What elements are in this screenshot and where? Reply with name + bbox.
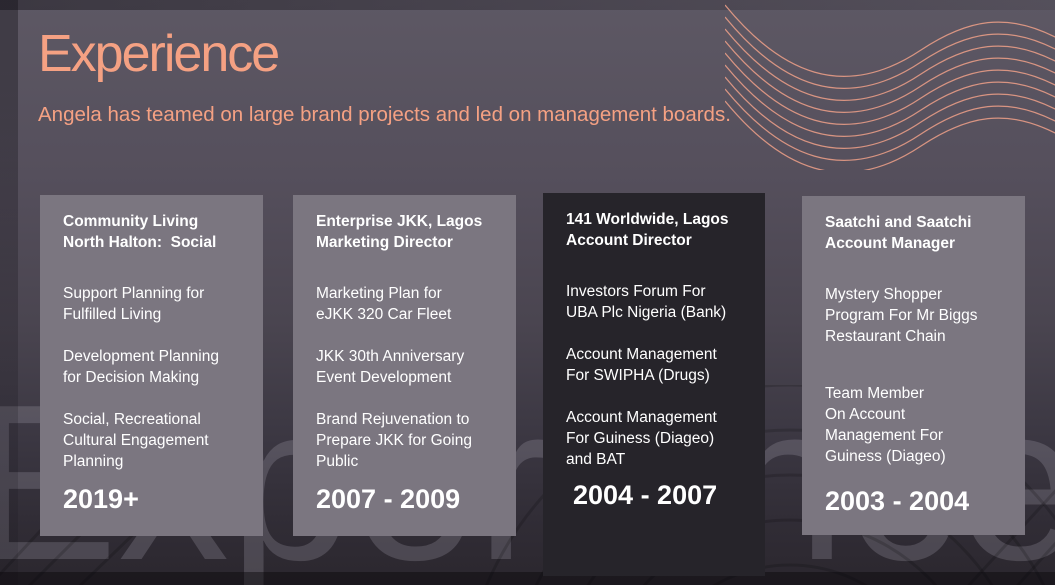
card-bullet: Development Planning for Decision Making [63, 348, 219, 386]
bottom-band [0, 572, 1055, 585]
wave-lines-icon [725, 4, 1055, 170]
card-title: Community Living North Halton: Social [63, 213, 217, 251]
subtitle: Angela has teamed on large brand project… [38, 103, 731, 126]
card-bullet: Account Management For Guiness (Diageo) … [566, 409, 717, 468]
card-bullet: Team Member On Account Management For Gu… [825, 385, 946, 465]
card-bullets: Mystery Shopper Program For Mr Biggs Res… [825, 284, 1009, 467]
experience-card: 141 Worldwide, Lagos Account Director In… [543, 193, 765, 576]
card-title: 141 Worldwide, Lagos Account Director [566, 211, 729, 249]
card-bullet: Mystery Shopper Program For Mr Biggs Res… [825, 286, 978, 345]
card-bullet: Social, Recreational Cultural Engagement… [63, 411, 209, 470]
card-bullet: Support Planning for Fulfilled Living [63, 285, 205, 323]
card-years: 2003 - 2004 [825, 486, 970, 516]
top-vignette [0, 0, 1055, 10]
experience-card: Saatchi and Saatchi Account Manager Myst… [802, 196, 1025, 535]
experience-card: Community Living North Halton: Social Su… [40, 195, 263, 536]
card-bullet: Brand Rejuvenation to Prepare JKK for Go… [316, 411, 472, 470]
card-bullet: JKK 30th Anniversary Event Development [316, 348, 465, 386]
card-years: 2019+ [63, 484, 139, 514]
card-bullets: Marketing Plan for eJKK 320 Car Fleet JKK… [316, 283, 500, 472]
card-years: 2004 - 2007 [573, 480, 718, 510]
card-bullet: Marketing Plan for eJKK 320 Car Fleet [316, 285, 452, 323]
card-bullet: Investors Forum For UBA Plc Nigeria (Ban… [566, 283, 727, 321]
left-vignette [0, 0, 18, 585]
card-title: Saatchi and Saatchi Account Manager [825, 214, 972, 252]
page-title: Experience [38, 25, 280, 83]
card-bullets: Support Planning for Fulfilled Living Dev… [63, 283, 247, 472]
card-years: 2007 - 2009 [316, 484, 461, 514]
experience-card: Enterprise JKK, Lagos Marketing Director… [293, 195, 516, 536]
card-bullets: Investors Forum For UBA Plc Nigeria (Ban… [566, 281, 749, 470]
card-title: Enterprise JKK, Lagos Marketing Director [316, 213, 483, 251]
card-bullet: Account Management For SWIPHA (Drugs) [566, 346, 717, 384]
